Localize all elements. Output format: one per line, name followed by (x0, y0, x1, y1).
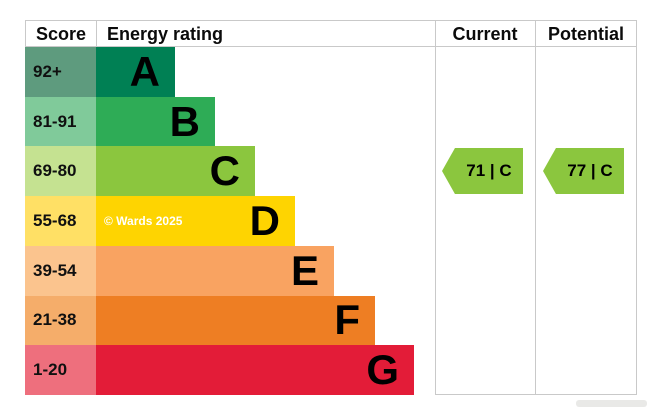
score-range-b: 81-91 (25, 96, 96, 147)
header-potential: Potential (547, 23, 624, 44)
band-letter: F (334, 296, 360, 344)
band-letter: C (209, 147, 240, 195)
wards-watermark: © Wards 2025 (104, 214, 183, 229)
score-range-g: 1-20 (25, 345, 96, 396)
band-letter: A (129, 47, 160, 95)
band-rows: 92+ A 81-91 B 69-80 C 55-68 © Wards 2025 D 39-54 E… (25, 47, 435, 396)
band-row-a: 92+ A (25, 47, 435, 97)
rating-bar-b: B (96, 96, 215, 147)
rating-bar-a: A (96, 47, 175, 97)
header-current: Current (452, 23, 518, 44)
faint-footer-watermark (576, 400, 647, 407)
band-row-e: 39-54 E (25, 245, 435, 296)
table-right-rule (636, 20, 637, 395)
score-range-c: 69-80 (25, 146, 96, 197)
potential-column-left-rule (535, 20, 536, 395)
band-row-g: 1-20 G (25, 345, 435, 396)
band-letter: B (169, 97, 200, 145)
header-score: Score (25, 21, 96, 47)
band-row-d: 55-68 © Wards 2025 D (25, 196, 435, 246)
potential-rating-badge: 77 | C (543, 148, 624, 194)
table-header-row: Score Energy rating Current Potential (25, 20, 637, 47)
header-energy-rating: Energy rating (96, 21, 435, 47)
score-range-a: 92+ (25, 47, 96, 97)
current-column-left-rule (435, 20, 436, 395)
band-letter: E (290, 246, 319, 294)
band-letter: G (366, 346, 399, 394)
rating-bar-g: G (96, 345, 414, 396)
current-rating-badge: 71 | C (442, 148, 523, 194)
band-row-b: 81-91 B (25, 96, 435, 147)
rating-bar-f: F (96, 295, 375, 346)
band-row-c: 69-80 C (25, 146, 435, 197)
score-range-e: 39-54 (25, 245, 96, 296)
score-range-f: 21-38 (25, 295, 96, 346)
rating-bar-e: E (96, 245, 334, 296)
score-range-d: 55-68 (25, 196, 96, 246)
band-letter: D (249, 197, 280, 245)
epc-table: Score Energy rating Current Potential 92… (25, 20, 637, 396)
rating-bar-c: C (96, 146, 255, 197)
rating-bar-d: © Wards 2025 D (96, 196, 295, 246)
table-bottom-rule (435, 394, 637, 395)
band-row-f: 21-38 F (25, 295, 435, 346)
